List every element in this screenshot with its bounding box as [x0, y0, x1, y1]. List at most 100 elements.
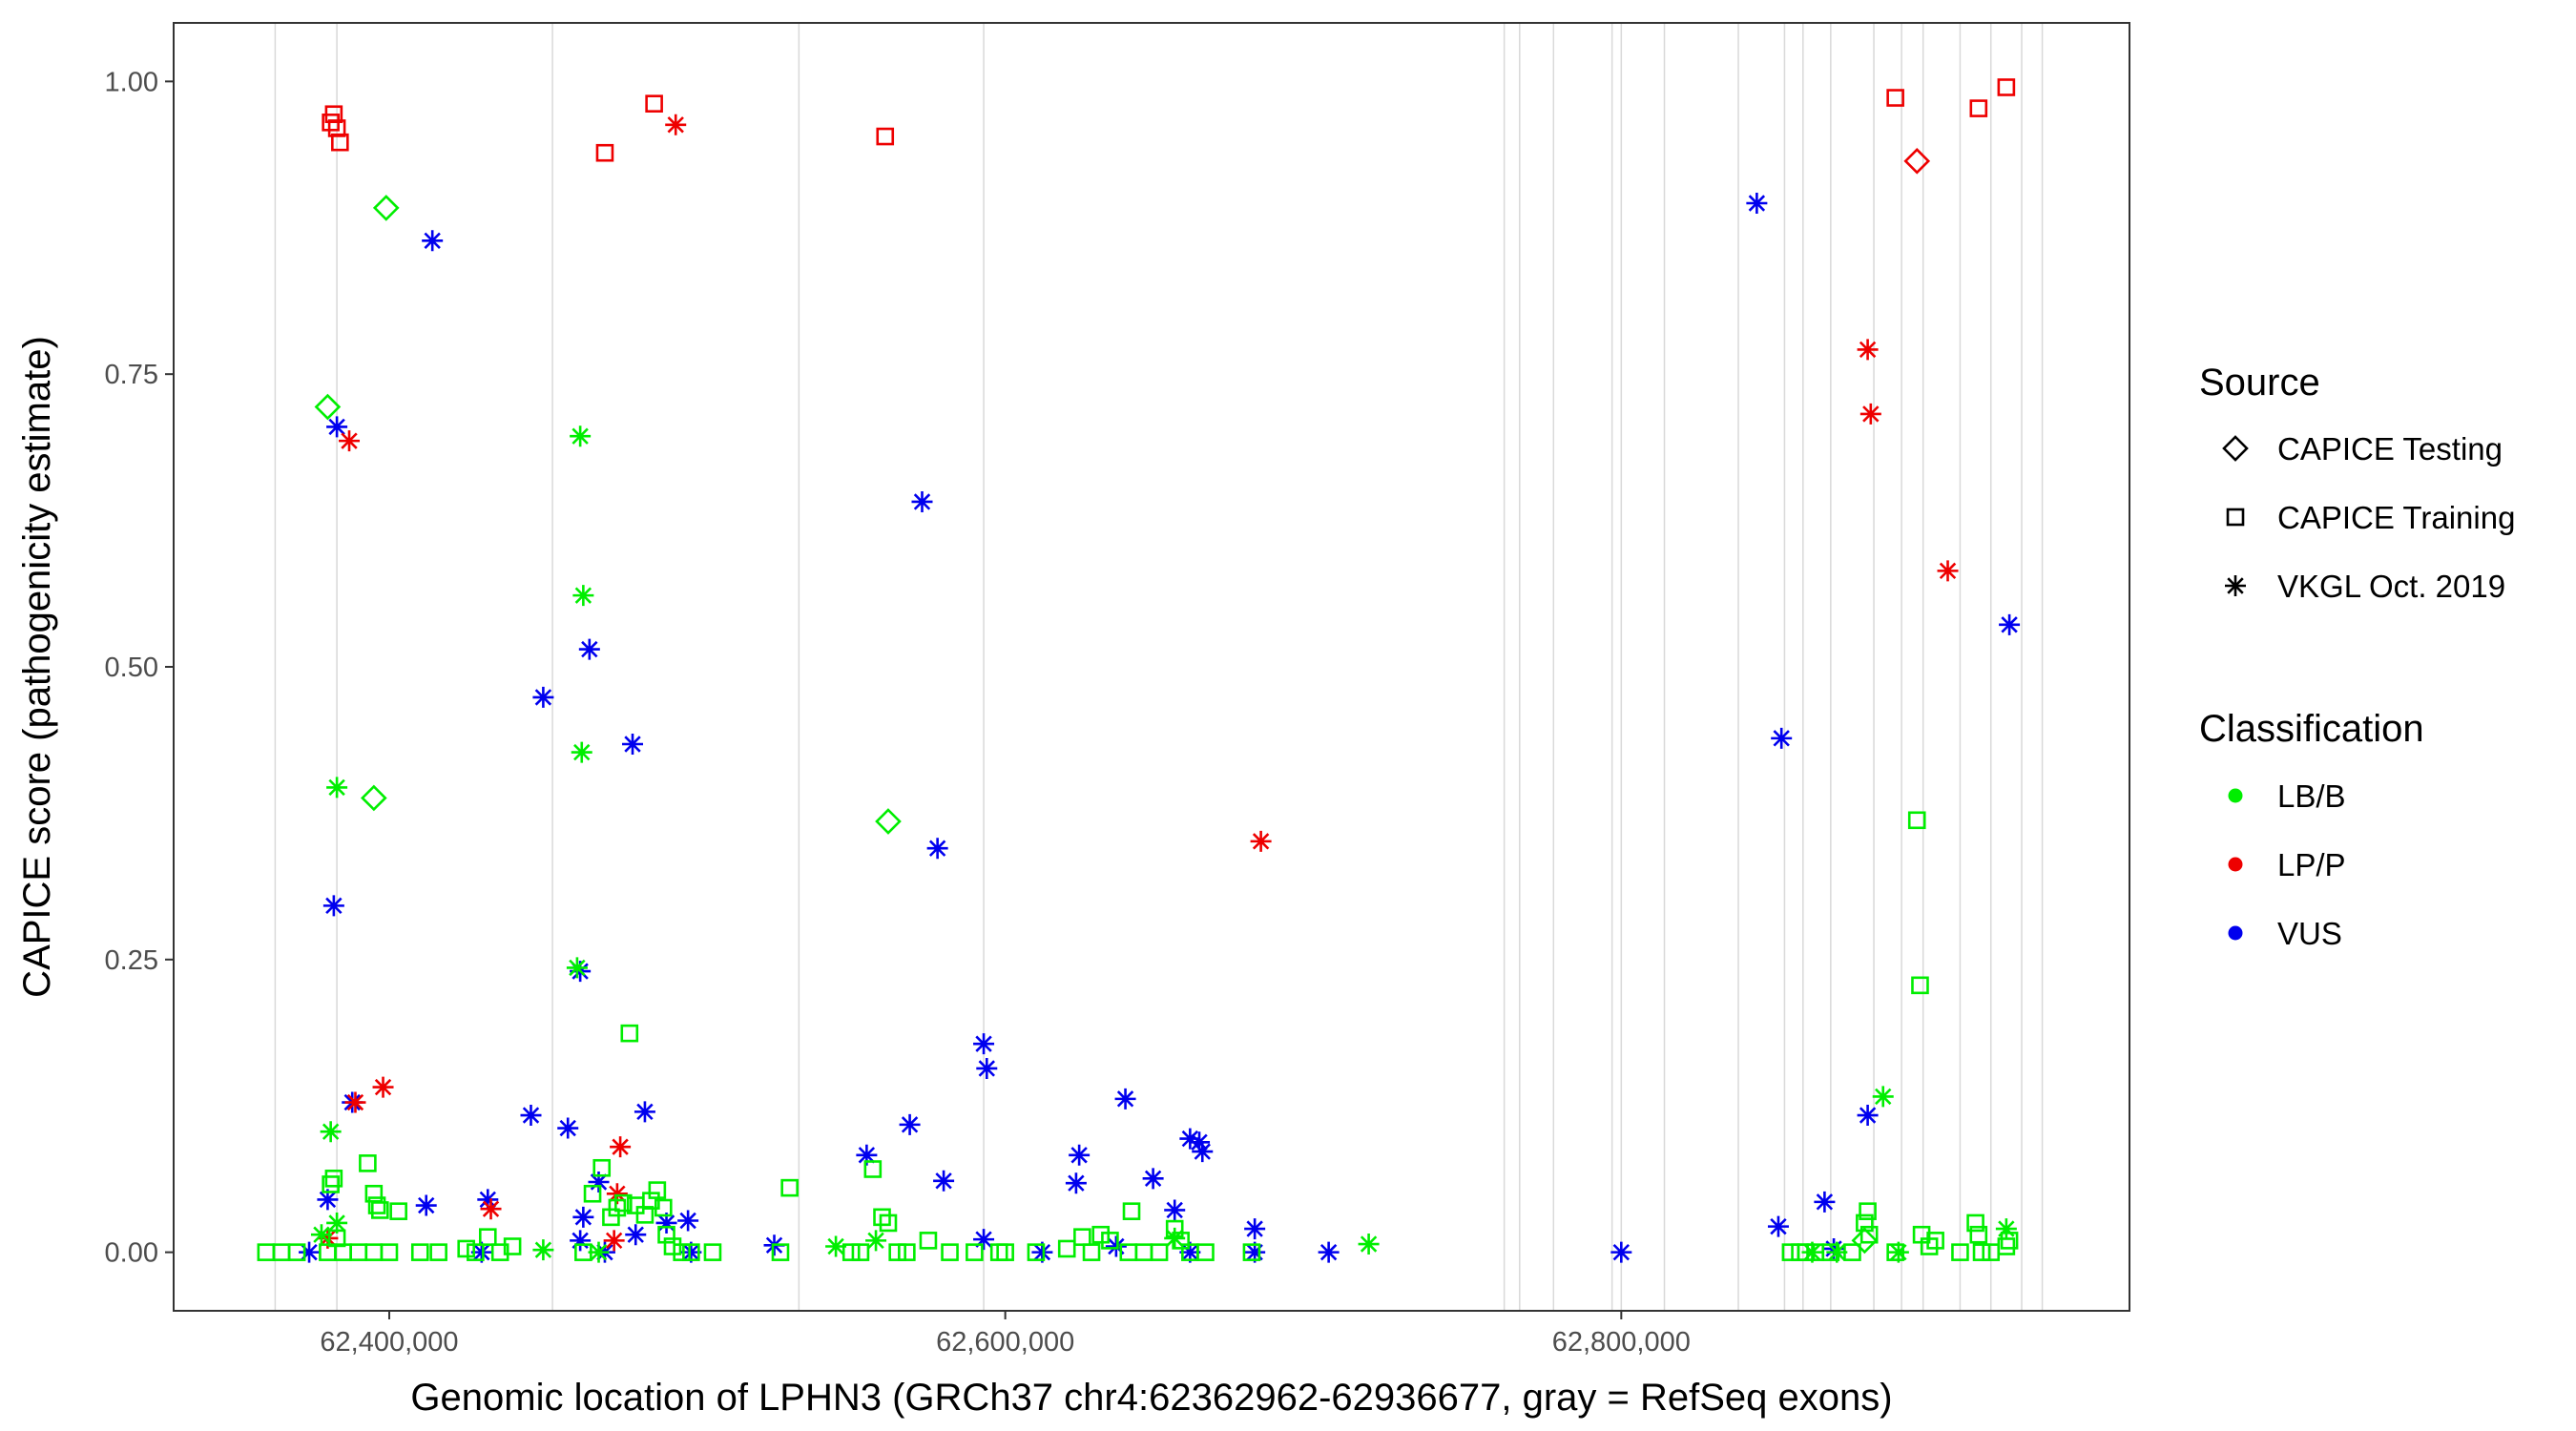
data-point	[603, 1230, 625, 1252]
y-axis-title: CAPICE score (pathogenicity estimate)	[16, 336, 58, 998]
x-axis-title: Genomic location of LPHN3 (GRCh37 chr4:6…	[410, 1377, 1892, 1419]
data-point	[1859, 1225, 1879, 1244]
data-point	[933, 1170, 955, 1192]
data-point	[566, 957, 588, 979]
legend-source-title: Source	[2199, 362, 2320, 404]
data-point	[1886, 89, 1904, 107]
data-point	[655, 1212, 677, 1234]
data-point	[359, 1154, 377, 1172]
legend-symbol	[2222, 435, 2249, 462]
data-point	[287, 1243, 306, 1261]
data-point	[326, 777, 348, 798]
x-tick-label: 62,400,000	[320, 1327, 458, 1358]
data-point	[622, 734, 644, 755]
data-point	[876, 127, 895, 146]
data-point	[1179, 1241, 1201, 1263]
data-point	[1746, 193, 1768, 214]
y-tick-label: 0.25	[105, 945, 158, 976]
data-point	[654, 1198, 673, 1217]
data-point	[614, 1193, 633, 1213]
data-point	[557, 1117, 579, 1139]
data-point	[1886, 1243, 1904, 1261]
data-point	[841, 1243, 861, 1261]
y-tick-label: 1.00	[105, 67, 158, 97]
data-point	[320, 1121, 342, 1143]
data-point	[1966, 1213, 1984, 1233]
data-point	[1771, 727, 1793, 749]
data-point	[570, 425, 592, 447]
data-point	[467, 1243, 485, 1261]
data-point	[863, 1160, 883, 1178]
data-point	[663, 1237, 682, 1255]
data-point	[1164, 1227, 1186, 1249]
data-point	[1069, 1144, 1091, 1166]
data-point	[1091, 1225, 1111, 1244]
data-point	[1179, 1128, 1201, 1150]
legend-item-label: LP/P	[2277, 847, 2346, 882]
data-point	[703, 1243, 722, 1261]
data-point	[595, 143, 614, 162]
data-point	[1903, 147, 1931, 175]
data-point	[634, 1101, 655, 1123]
data-point	[898, 1243, 916, 1261]
legend-classification-title: Classification	[2199, 708, 2424, 750]
data-point	[1065, 1172, 1087, 1194]
data-point	[1857, 1105, 1879, 1127]
data-point	[1073, 1228, 1091, 1246]
data-point	[1082, 1243, 1101, 1261]
data-point	[1242, 1243, 1261, 1261]
data-point	[1122, 1202, 1141, 1220]
data-point	[1244, 1241, 1266, 1263]
data-point	[574, 1243, 592, 1261]
data-point	[879, 1213, 898, 1233]
data-point	[372, 195, 400, 221]
data-point	[1610, 1241, 1632, 1263]
data-point	[480, 1198, 502, 1220]
data-point	[1920, 1237, 1939, 1255]
data-point	[1134, 1243, 1153, 1261]
data-point	[410, 1243, 429, 1261]
data-point	[572, 585, 594, 607]
legend-item-label: VKGL Oct. 2019	[2277, 569, 2505, 604]
legend: Source CAPICE Testing CAPICE Training VKGL …	[2199, 362, 2515, 951]
data-point	[926, 838, 948, 860]
data-point	[677, 1210, 699, 1232]
data-point	[532, 1239, 554, 1261]
data-point	[588, 1241, 610, 1263]
data-point	[865, 1230, 887, 1252]
data-point	[606, 1183, 628, 1205]
data-point	[1165, 1219, 1184, 1238]
data-point	[339, 430, 361, 452]
data-point	[470, 1241, 492, 1263]
data-point	[349, 1243, 368, 1261]
data-point	[1358, 1234, 1380, 1255]
data-point	[657, 1225, 675, 1244]
data-point	[1821, 1243, 1840, 1261]
data-point	[1856, 1213, 1874, 1233]
data-point	[1142, 1168, 1164, 1190]
y-tick-label: 0.75	[105, 360, 158, 390]
data-point	[1969, 99, 1988, 117]
legend-symbol	[2226, 508, 2245, 527]
data-point	[875, 808, 902, 835]
data-point	[1031, 1241, 1053, 1263]
data-point	[364, 1243, 384, 1261]
data-point	[317, 1227, 339, 1249]
data-point	[966, 1243, 984, 1261]
data-point	[1859, 1202, 1877, 1220]
data-point	[771, 1243, 790, 1261]
data-point	[322, 895, 344, 917]
data-point	[989, 1243, 1008, 1261]
data-point	[317, 1189, 339, 1211]
data-point	[532, 686, 554, 708]
data-point	[888, 1243, 906, 1261]
data-point	[372, 1076, 394, 1098]
legend-color-dot	[2228, 925, 2243, 941]
legend-item-label: VUS	[2277, 916, 2342, 951]
data-point	[1951, 1243, 1969, 1261]
exon-lines	[274, 23, 2044, 1311]
data-point	[1997, 1237, 2016, 1255]
data-point	[1969, 1225, 1988, 1244]
data-point	[976, 1057, 998, 1079]
